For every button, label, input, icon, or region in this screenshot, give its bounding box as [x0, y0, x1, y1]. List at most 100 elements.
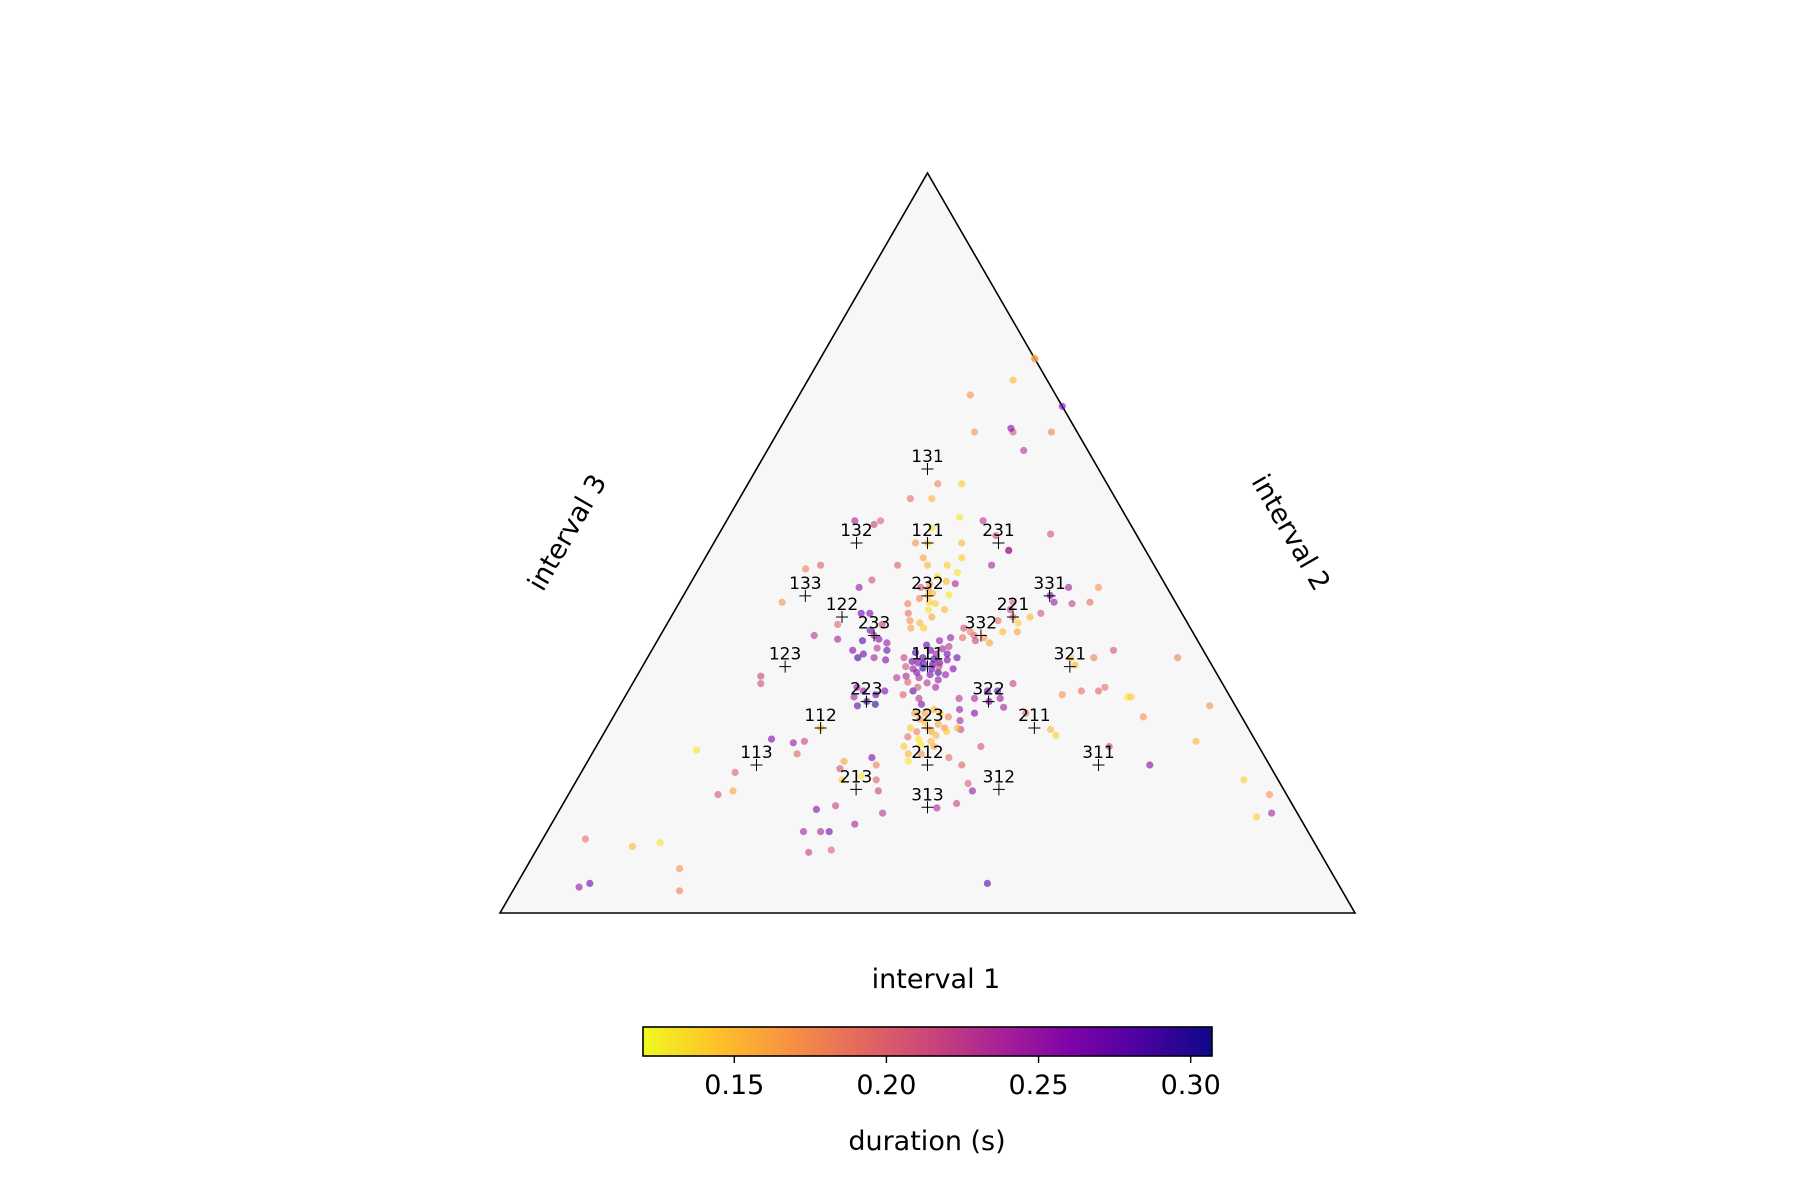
reference-rhythm-331: 331 — [1033, 574, 1066, 602]
reference-marker — [860, 695, 873, 708]
data-point — [971, 637, 980, 645]
reference-label: 332 — [965, 614, 997, 634]
reference-label: 213 — [840, 767, 872, 787]
data-point — [947, 634, 955, 642]
data-point — [911, 709, 919, 717]
data-point — [994, 687, 1002, 695]
data-point — [941, 671, 950, 679]
data-point — [581, 835, 590, 843]
data-point — [958, 539, 966, 547]
data-point — [923, 641, 931, 649]
reference-rhythm-323: 323 — [911, 706, 944, 734]
data-point — [921, 709, 929, 717]
data-point — [955, 694, 963, 703]
data-point — [1139, 713, 1147, 721]
data-point — [966, 628, 974, 636]
data-point — [1052, 731, 1060, 740]
data-point — [926, 580, 934, 588]
reference-rhythm-231: 231 — [982, 521, 1015, 549]
reference-rhythm-322: 322 — [972, 680, 1005, 708]
data-point — [902, 672, 910, 680]
data-point — [628, 842, 637, 851]
data-point — [825, 828, 833, 836]
data-point — [926, 671, 934, 679]
data-point — [881, 687, 889, 695]
reference-marker — [1028, 722, 1041, 734]
data-point — [927, 737, 935, 745]
data-point — [966, 391, 974, 399]
data-point — [872, 761, 880, 769]
data-point — [913, 728, 921, 736]
reference-label: 133 — [789, 574, 821, 594]
data-point — [933, 572, 941, 580]
data-point — [907, 624, 915, 632]
colorbar: 0.15 0.20 0.25 0.30 duration (s) — [642, 1026, 1221, 1157]
data-point — [851, 517, 859, 525]
data-point — [1009, 598, 1017, 606]
reference-rhythm-212: 212 — [911, 743, 944, 771]
data-point — [836, 765, 844, 773]
data-point — [915, 674, 923, 682]
data-point — [914, 659, 922, 667]
data-point — [934, 676, 942, 684]
data-point — [729, 787, 737, 795]
reference-label: 232 — [911, 574, 943, 594]
data-point — [1007, 424, 1015, 432]
reference-rhythm-133: 133 — [789, 574, 822, 602]
data-point — [714, 791, 722, 799]
data-point — [879, 809, 887, 817]
data-point — [1068, 600, 1076, 608]
reference-label: 313 — [911, 785, 943, 805]
data-point — [1031, 355, 1039, 363]
axis-label-left: interval 3 — [522, 469, 613, 596]
data-point — [858, 637, 867, 645]
data-point — [834, 635, 842, 643]
data-point — [876, 517, 885, 525]
data-point — [802, 565, 810, 573]
reference-rhythm-232: 232 — [911, 574, 944, 602]
reference-marker — [921, 589, 934, 602]
reference-label: 331 — [1033, 574, 1065, 594]
colorbar-gradient — [642, 1026, 1213, 1057]
reference-marker — [921, 801, 934, 814]
reference-label: 212 — [911, 743, 943, 763]
data-point — [926, 646, 935, 654]
data-point — [917, 583, 925, 592]
data-point — [904, 678, 912, 686]
data-point — [817, 828, 825, 836]
data-point — [874, 787, 882, 795]
data-point — [900, 742, 908, 751]
data-point — [868, 576, 876, 584]
data-point — [1014, 619, 1022, 627]
reference-rhythm-112: 112 — [804, 706, 837, 734]
data-point — [1265, 791, 1274, 799]
reference-label: 112 — [804, 706, 836, 726]
data-point — [958, 480, 966, 488]
data-point — [883, 639, 891, 647]
reference-label: 231 — [982, 521, 1014, 541]
data-point — [928, 524, 936, 532]
data-point — [1105, 742, 1113, 751]
data-point — [866, 609, 874, 617]
data-point — [909, 665, 917, 673]
data-point — [812, 805, 821, 814]
data-point — [857, 609, 865, 617]
reference-rhythm-113: 113 — [740, 743, 773, 771]
data-point — [1101, 683, 1109, 691]
reference-marker — [750, 759, 763, 771]
data-point — [893, 674, 901, 682]
data-point — [851, 820, 859, 828]
data-point — [859, 650, 868, 658]
data-point — [934, 668, 942, 677]
reference-label: 223 — [850, 680, 882, 700]
data-point — [917, 750, 925, 758]
data-point — [906, 724, 915, 732]
data-point — [906, 617, 914, 625]
data-point — [1090, 654, 1098, 662]
data-point — [1020, 446, 1028, 455]
data-point — [1006, 606, 1015, 614]
reference-label: 323 — [911, 706, 943, 726]
reference-marker — [921, 463, 934, 475]
data-point — [936, 709, 944, 717]
reference-label: 311 — [1082, 743, 1114, 763]
